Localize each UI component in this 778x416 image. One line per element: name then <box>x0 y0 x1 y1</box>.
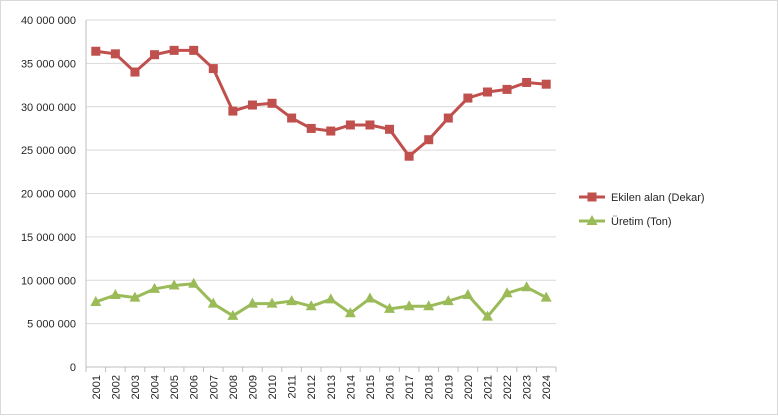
legend-marker <box>587 192 597 202</box>
y-tick-label: 40 000 000 <box>21 15 76 27</box>
data-point <box>306 123 316 133</box>
data-point <box>91 46 101 56</box>
x-tick-label: 2023 <box>522 375 534 399</box>
series-line-1 <box>95 48 547 158</box>
data-point <box>188 277 200 288</box>
data-point <box>169 45 179 55</box>
x-tick-label: 2006 <box>189 375 201 399</box>
data-point <box>344 307 356 318</box>
data-point <box>502 84 512 94</box>
x-tick-label: 2022 <box>502 375 514 399</box>
x-tick-label: 2020 <box>463 375 475 399</box>
x-tick-label: 2003 <box>130 375 142 399</box>
data-point <box>286 295 298 306</box>
data-point <box>246 297 258 308</box>
data-point <box>522 77 532 87</box>
data-point <box>227 309 239 320</box>
data-point <box>130 67 140 77</box>
x-tick-label: 2017 <box>404 375 416 399</box>
y-tick-label: 15 000 000 <box>21 232 76 244</box>
data-point <box>208 64 218 74</box>
x-tick-label: 2002 <box>110 375 122 399</box>
data-point <box>463 93 473 103</box>
data-point <box>384 302 396 313</box>
data-point <box>521 281 533 292</box>
data-point <box>109 288 121 299</box>
x-tick-label: 2021 <box>482 375 494 399</box>
data-point <box>364 292 376 303</box>
data-point <box>345 120 355 130</box>
legend-label: Ekilen alan (Dekar) <box>611 192 705 204</box>
x-tick-label: 2015 <box>365 375 377 399</box>
x-tick-label: 2019 <box>443 375 455 399</box>
data-point <box>424 135 434 145</box>
data-point <box>266 297 278 308</box>
y-tick-label: 5 000 000 <box>27 319 76 331</box>
x-tick-label: 2013 <box>326 375 338 399</box>
x-tick-label: 2014 <box>345 375 357 399</box>
x-tick-label: 2007 <box>208 375 220 399</box>
data-point <box>305 300 317 311</box>
x-tick-label: 2012 <box>306 375 318 399</box>
x-tick-label: 2011 <box>287 375 299 399</box>
y-tick-label: 25 000 000 <box>21 145 76 157</box>
x-tick-label: 2004 <box>150 375 162 399</box>
data-point <box>149 282 161 293</box>
y-tick-label: 35 000 000 <box>21 58 76 70</box>
data-point <box>501 287 513 298</box>
y-tick-label: 20 000 000 <box>21 189 76 201</box>
data-point <box>540 291 552 302</box>
x-tick-label: 2001 <box>91 375 103 399</box>
data-point <box>365 120 375 130</box>
data-point <box>247 100 257 110</box>
legend-marker <box>586 215 598 225</box>
data-point <box>482 87 492 97</box>
data-point <box>168 279 180 290</box>
data-point <box>442 295 454 306</box>
data-point <box>404 151 414 161</box>
legend-label: Üretim (Ton) <box>611 216 672 228</box>
x-tick-label: 2009 <box>247 375 259 399</box>
y-tick-label: 0 <box>70 362 76 374</box>
data-point <box>150 50 160 60</box>
x-tick-label: 2024 <box>541 375 553 399</box>
data-point <box>110 49 120 59</box>
data-point <box>385 124 395 134</box>
data-point <box>462 288 474 299</box>
x-tick-label: 2008 <box>228 375 240 399</box>
x-tick-label: 2016 <box>385 375 397 399</box>
data-point <box>228 106 238 116</box>
data-point <box>129 291 141 302</box>
x-tick-label: 2010 <box>267 375 279 399</box>
data-point <box>90 295 102 306</box>
data-point <box>403 300 415 311</box>
data-point <box>481 310 493 321</box>
x-tick-label: 2018 <box>424 375 436 399</box>
y-tick-label: 30 000 000 <box>21 102 76 114</box>
data-point <box>541 79 551 89</box>
x-tick-label: 2005 <box>169 375 181 399</box>
y-tick-label: 10 000 000 <box>21 275 76 287</box>
data-point <box>207 297 219 308</box>
data-point <box>325 293 337 304</box>
data-point <box>189 45 199 55</box>
data-point <box>423 300 435 311</box>
data-point <box>326 126 336 136</box>
series-line-2 <box>95 282 547 319</box>
data-point <box>443 113 453 123</box>
data-point <box>287 113 297 123</box>
data-point <box>267 98 277 108</box>
